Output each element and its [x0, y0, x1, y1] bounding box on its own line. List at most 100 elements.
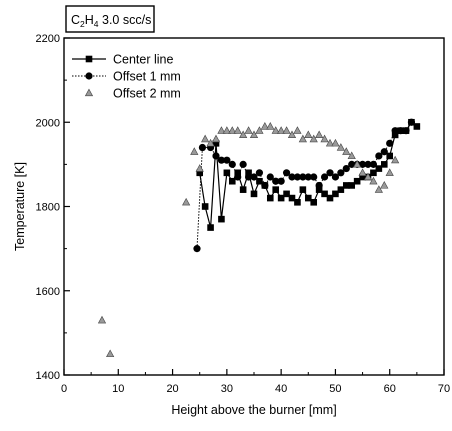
circle-marker	[299, 173, 307, 181]
circle-marker	[320, 173, 329, 181]
y-tick-label: 1600	[36, 286, 60, 298]
triangle-marker	[298, 134, 307, 143]
y-tick-label: 2200	[36, 33, 60, 45]
square-marker	[342, 182, 350, 189]
triangle-marker	[182, 197, 191, 206]
triangle-marker	[391, 155, 400, 164]
circle-marker	[85, 72, 93, 80]
triangle-marker	[84, 88, 94, 97]
x-tick-label: 70	[438, 383, 450, 395]
circle-marker	[234, 173, 242, 181]
circle-marker	[217, 156, 226, 164]
triangle-marker	[106, 349, 115, 358]
triangle-marker	[363, 172, 373, 181]
circle-marker	[337, 169, 345, 177]
chart-title-frame	[65, 5, 155, 33]
triangle-marker	[195, 164, 204, 172]
square-marker	[370, 169, 377, 177]
legend-label: Center line	[113, 53, 173, 67]
chart-title: C2H4 3.0 scc/s	[71, 13, 151, 29]
square-marker	[212, 140, 220, 147]
circle-marker	[212, 152, 220, 160]
triangle-marker	[287, 130, 297, 138]
x-tick-label: 0	[61, 383, 67, 395]
square-marker	[218, 215, 225, 223]
triangle-marker	[266, 122, 275, 130]
circle-marker	[364, 160, 372, 168]
square-marker	[353, 177, 361, 185]
circle-marker	[198, 143, 207, 152]
triangle-marker	[369, 176, 378, 185]
triangle-marker	[222, 126, 231, 134]
triangle-marker	[304, 130, 313, 138]
square-marker	[207, 224, 214, 231]
square-marker	[299, 186, 307, 193]
square-marker	[201, 203, 209, 210]
triangle-marker	[271, 126, 280, 134]
x-tick-label: 10	[112, 383, 124, 395]
triangle-marker	[190, 147, 199, 155]
triangle-marker	[211, 134, 221, 143]
circle-marker	[380, 148, 388, 156]
square-marker	[380, 161, 388, 168]
triangle-marker	[336, 143, 345, 151]
triangle-marker	[293, 126, 302, 134]
triangle-marker	[358, 168, 367, 176]
triangle-marker	[201, 134, 210, 143]
circle-marker	[244, 173, 253, 181]
y-tick-label: 2000	[36, 117, 60, 129]
circle-marker	[375, 152, 383, 160]
square-marker	[239, 186, 247, 193]
square-marker	[326, 194, 334, 202]
circle-marker	[277, 177, 285, 185]
circle-marker	[358, 160, 367, 168]
square-marker	[288, 194, 296, 202]
circle-marker	[193, 245, 201, 253]
triangle-marker	[244, 126, 253, 134]
circle-marker	[282, 169, 291, 177]
square-marker	[223, 169, 231, 177]
circle-marker	[304, 173, 312, 181]
square-marker	[266, 194, 274, 202]
circle-marker	[407, 118, 416, 126]
triangle-marker	[255, 126, 264, 134]
square-marker	[386, 152, 394, 160]
square-marker	[277, 194, 285, 202]
x-tick-label: 30	[221, 383, 233, 395]
y-tick-label: 1400	[36, 370, 60, 382]
legend-label: Offset 2 mm	[113, 87, 181, 101]
legend-label: Offset 1 mm	[113, 70, 181, 84]
square-marker	[272, 186, 280, 193]
square-marker	[375, 165, 383, 172]
triangle-marker	[353, 159, 362, 168]
x-axis-label: Height above the burner [mm]	[171, 403, 336, 417]
triangle-marker	[217, 126, 226, 134]
square-marker	[250, 190, 258, 198]
triangle-marker	[309, 134, 318, 143]
square-marker	[283, 190, 290, 198]
triangle-marker	[239, 130, 248, 138]
triangle-marker	[331, 138, 340, 147]
square-marker	[196, 169, 204, 177]
square-marker	[245, 169, 252, 177]
triangle-marker	[385, 168, 394, 176]
circle-marker	[331, 173, 340, 181]
triangle-marker	[315, 130, 324, 138]
triangle-marker	[228, 126, 237, 134]
x-tick-label: 20	[166, 383, 178, 395]
y-tick-label: 1800	[36, 202, 60, 214]
series-circle	[193, 118, 416, 253]
circle-marker	[396, 127, 405, 135]
triangle-marker	[206, 138, 215, 147]
circle-marker	[386, 139, 394, 147]
circle-marker	[228, 160, 236, 168]
triangle-marker	[277, 126, 286, 134]
triangle-marker	[249, 130, 259, 138]
square-marker	[310, 198, 318, 206]
circle-marker	[250, 173, 258, 181]
circle-marker	[315, 181, 323, 190]
triangle-marker	[282, 126, 291, 134]
circle-marker	[391, 127, 399, 135]
circle-marker	[348, 160, 356, 168]
series-triangle	[97, 122, 400, 358]
